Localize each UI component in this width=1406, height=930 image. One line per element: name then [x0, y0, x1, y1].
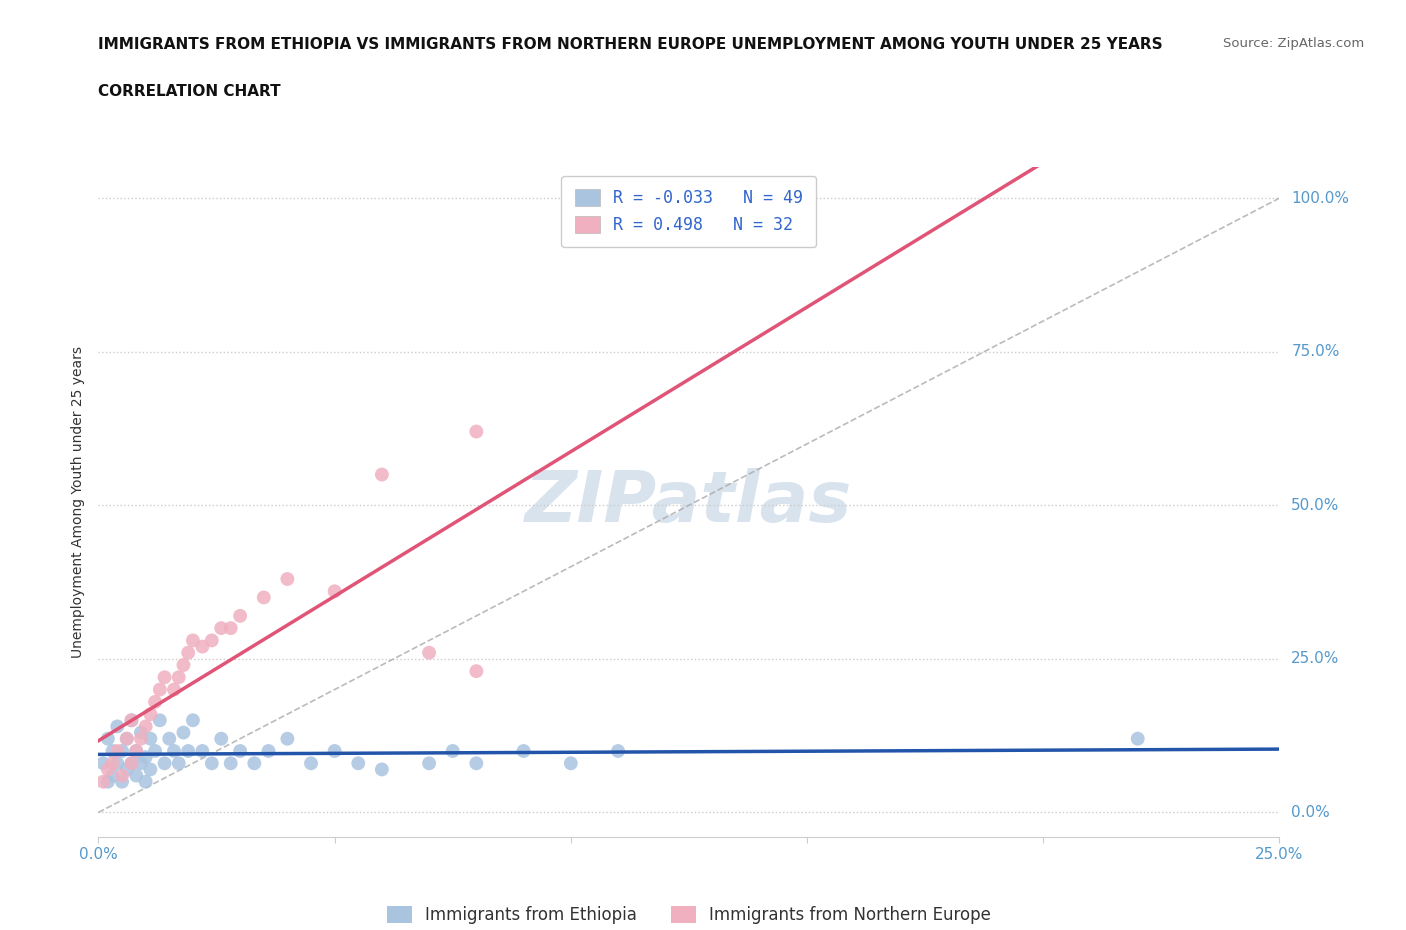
Point	[97, 775, 120, 790]
Point	[111, 775, 134, 790]
Point	[97, 762, 120, 777]
Point	[201, 756, 224, 771]
Point	[135, 775, 157, 790]
Point	[371, 467, 394, 482]
Point	[129, 756, 152, 771]
Point	[323, 744, 346, 759]
Point	[121, 756, 143, 771]
Point	[177, 744, 200, 759]
Point	[105, 744, 128, 759]
Text: 50.0%: 50.0%	[1291, 498, 1340, 512]
Point	[143, 744, 166, 759]
Point	[121, 712, 143, 727]
Point	[105, 719, 128, 734]
Point	[243, 756, 266, 771]
Point	[607, 744, 630, 759]
Point	[229, 744, 252, 759]
Point	[121, 712, 143, 727]
Point	[139, 762, 162, 777]
Point	[157, 731, 180, 746]
Point	[191, 639, 214, 654]
Point	[163, 744, 186, 759]
Point	[323, 584, 346, 599]
Point	[465, 664, 488, 679]
Point	[229, 608, 252, 623]
Point	[371, 762, 394, 777]
Point	[135, 719, 157, 734]
Point	[149, 712, 172, 727]
Point	[191, 744, 214, 759]
Point	[465, 424, 488, 439]
Y-axis label: Unemployment Among Youth under 25 years: Unemployment Among Youth under 25 years	[72, 346, 86, 658]
Point	[276, 572, 298, 587]
Point	[163, 682, 186, 697]
Text: Source: ZipAtlas.com: Source: ZipAtlas.com	[1223, 37, 1364, 50]
Point	[125, 744, 148, 759]
Text: 0.0%: 0.0%	[1291, 805, 1330, 820]
Point	[299, 756, 322, 771]
Point	[153, 756, 176, 771]
Point	[219, 756, 242, 771]
Point	[115, 731, 138, 746]
Point	[209, 620, 232, 635]
Point	[512, 744, 534, 759]
Text: 100.0%: 100.0%	[1291, 191, 1350, 206]
Point	[111, 768, 134, 783]
Point	[172, 658, 194, 672]
Point	[167, 670, 190, 684]
Text: 75.0%: 75.0%	[1291, 344, 1340, 359]
Point	[149, 682, 172, 697]
Point	[181, 712, 204, 727]
Point	[418, 756, 440, 771]
Text: ZIPatlas: ZIPatlas	[526, 468, 852, 537]
Point	[219, 620, 242, 635]
Point	[139, 707, 162, 722]
Point	[121, 756, 143, 771]
Point	[276, 731, 298, 746]
Point	[125, 744, 148, 759]
Point	[129, 731, 152, 746]
Point	[1126, 731, 1149, 746]
Point	[209, 731, 232, 746]
Point	[125, 768, 148, 783]
Point	[181, 633, 204, 648]
Point	[111, 744, 134, 759]
Point	[347, 756, 370, 771]
Point	[115, 731, 138, 746]
Point	[135, 750, 157, 764]
Point	[257, 744, 280, 759]
Point	[97, 731, 120, 746]
Point	[129, 725, 152, 740]
Text: IMMIGRANTS FROM ETHIOPIA VS IMMIGRANTS FROM NORTHERN EUROPE UNEMPLOYMENT AMONG Y: IMMIGRANTS FROM ETHIOPIA VS IMMIGRANTS F…	[98, 37, 1163, 52]
Point	[560, 756, 582, 771]
Point	[177, 645, 200, 660]
Point	[418, 645, 440, 660]
Point	[167, 756, 190, 771]
Point	[139, 731, 162, 746]
Point	[153, 670, 176, 684]
Text: 25.0%: 25.0%	[1291, 651, 1340, 667]
Point	[91, 756, 114, 771]
Point	[105, 756, 128, 771]
Point	[172, 725, 194, 740]
Point	[253, 590, 276, 604]
Point	[201, 633, 224, 648]
Point	[101, 756, 124, 771]
Text: CORRELATION CHART: CORRELATION CHART	[98, 84, 281, 99]
Point	[91, 775, 114, 790]
Point	[465, 756, 488, 771]
Point	[441, 744, 464, 759]
Point	[143, 695, 166, 710]
Legend: Immigrants from Ethiopia, Immigrants from Northern Europe: Immigrants from Ethiopia, Immigrants fro…	[381, 899, 997, 930]
Point	[101, 744, 124, 759]
Point	[115, 762, 138, 777]
Point	[101, 768, 124, 783]
